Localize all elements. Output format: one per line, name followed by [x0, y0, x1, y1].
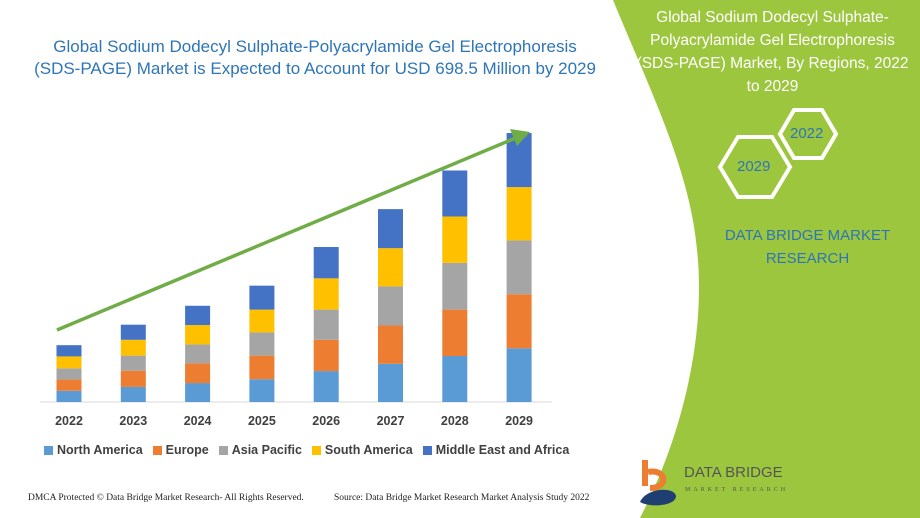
x-tick-label: 2026: [312, 414, 341, 428]
legend-label: North America: [57, 443, 143, 457]
brand-text: DATA BRIDGE MARKET RESEARCH: [724, 227, 891, 267]
bar-segment-2029-europe: [506, 294, 532, 349]
bar-segment-2026-asia-pacific: [313, 309, 339, 340]
bar-segment-2023-middle-east-and-africa: [120, 324, 146, 340]
bar-segment-2024-south-america: [185, 325, 211, 345]
bar-segment-2027-europe: [378, 325, 403, 364]
bar-segment-2027-south-america: [378, 248, 403, 287]
bar-segment-2022-asia-pacific: [56, 368, 82, 380]
legend-swatch: [152, 446, 162, 455]
bar-segment-2022-middle-east-and-africa: [56, 345, 82, 357]
bar-segment-2023-south-america: [120, 339, 146, 356]
bar-segment-2028-middle-east-and-africa: [442, 170, 468, 217]
bar-segment-2026-europe: [313, 339, 339, 372]
hex-2022: [777, 108, 839, 160]
bar-segment-2025-middle-east-and-africa: [249, 285, 275, 310]
bar-segment-2022-north-america: [56, 390, 82, 402]
side-panel-title: Global Sodium Dodecyl Sulphate-Polyacryl…: [636, 9, 909, 95]
x-tick-label: 2022: [55, 414, 83, 428]
bar-segment-2026-middle-east-and-africa: [313, 247, 339, 279]
green-side-panel: [613, 0, 920, 518]
logo-text: DATA BRIDGE: [684, 464, 783, 481]
bar-segment-2028-europe: [442, 309, 468, 357]
logo-subtext: MARKET RESEARCH: [685, 487, 789, 493]
trend-arrow-head: [510, 129, 530, 146]
x-tick-label: 2028: [440, 414, 469, 428]
bar-segment-2025-europe: [249, 355, 275, 380]
bar-segment-2028-asia-pacific: [442, 262, 468, 310]
x-tick-label: 2029: [505, 414, 533, 428]
hex-label-2029: 2029: [737, 158, 771, 175]
bar-segment-2023-asia-pacific: [120, 355, 146, 371]
legend-item: Europe: [152, 443, 209, 458]
legend-label: Asia Pacific: [231, 443, 302, 457]
legend-swatch: [311, 446, 321, 455]
bar-segment-2025-asia-pacific: [249, 332, 275, 356]
legend-item: Middle East and Africa: [422, 443, 570, 458]
bar-segment-2026-north-america: [313, 371, 339, 402]
legend: North America Europe Asia Pacific South Ame…: [44, 443, 569, 458]
legend-swatch: [218, 446, 228, 455]
bar-segment-2027-middle-east-and-africa: [378, 209, 403, 249]
bar-segment-2026-south-america: [313, 278, 339, 310]
bar-segment-2024-asia-pacific: [185, 344, 211, 364]
legend-item: South America: [311, 443, 413, 458]
legend-swatch: [422, 446, 432, 455]
footer-copyright: DMCA Protected © Data Bridge Market Rese…: [28, 493, 304, 503]
bar-segment-2024-europe: [185, 363, 211, 384]
bar-segment-2027-north-america: [378, 363, 403, 402]
bar-segment-2024-north-america: [185, 383, 211, 402]
bar-segment-2028-south-america: [442, 216, 468, 263]
footer-source: Source: Data Bridge Market Research Mark…: [334, 493, 590, 503]
chart-title: Global Sodium Dodecyl Sulphate-Polyacryl…: [34, 37, 596, 78]
bar-segment-2024-middle-east-and-africa: [185, 305, 211, 326]
bar-segment-2022-south-america: [56, 356, 82, 369]
legend-item: Asia Pacific: [218, 443, 302, 458]
trend-arrow: [56, 129, 530, 332]
bar-segment-2029-asia-pacific: [506, 240, 532, 295]
legend-swatch: [44, 446, 53, 455]
bar-segment-2029-north-america: [506, 348, 532, 402]
bar-segment-2025-south-america: [249, 309, 275, 333]
x-tick-label: 2027: [376, 414, 405, 428]
bar-segment-2027-asia-pacific: [378, 286, 403, 326]
bar-segment-2025-north-america: [249, 379, 275, 402]
legend-label: Middle East and Africa: [435, 443, 570, 457]
hex-2029: [717, 135, 793, 199]
data-bridge-logo-icon: [640, 460, 676, 506]
bar-segment-2023-europe: [120, 370, 146, 387]
legend-label: Europe: [165, 443, 209, 457]
bar-segment-2028-north-america: [442, 356, 468, 402]
bar-segment-2029-south-america: [506, 187, 532, 241]
x-tick-label: 2023: [119, 414, 148, 428]
x-tick-label: 2024: [183, 414, 212, 428]
bar-segment-2022-europe: [56, 379, 82, 391]
x-tick-label: 2025: [247, 414, 276, 428]
hex-label-2022: 2022: [790, 125, 824, 142]
bar-segment-2023-north-america: [120, 386, 146, 402]
legend-item: North America: [44, 443, 143, 458]
legend-label: South America: [324, 443, 413, 457]
